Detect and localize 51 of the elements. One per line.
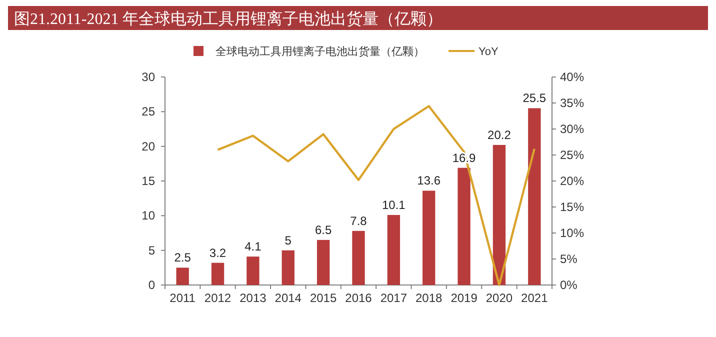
y2-tick-label: 0% bbox=[560, 278, 578, 292]
data-label: 4.1 bbox=[244, 240, 262, 254]
y2-tick-label: 40% bbox=[560, 70, 584, 84]
legend-label: 全球电动工具用锂离子电池出货量（亿颗） bbox=[216, 45, 424, 58]
y2-tick-label: 30% bbox=[560, 122, 584, 136]
y-tick-label: 20 bbox=[142, 139, 156, 154]
data-label: 25.5 bbox=[522, 91, 546, 106]
data-label: 5 bbox=[284, 233, 292, 248]
bar bbox=[316, 240, 330, 285]
y2-tick-label: 25% bbox=[560, 148, 584, 162]
data-label: 7.8 bbox=[350, 214, 368, 228]
y-tick-label: 10 bbox=[142, 208, 156, 223]
bar bbox=[176, 268, 189, 285]
bar bbox=[528, 108, 541, 285]
y2-tick-label: 20% bbox=[560, 174, 584, 188]
y-tick-label: 0 bbox=[148, 278, 156, 292]
y-tick-label: 15 bbox=[142, 174, 156, 188]
y-tick-label: 5 bbox=[148, 243, 156, 258]
bar bbox=[387, 214, 400, 285]
legend-label: YoY bbox=[478, 46, 499, 58]
bar bbox=[211, 262, 224, 285]
bar bbox=[422, 190, 436, 285]
data-label: 3.2 bbox=[209, 246, 226, 260]
bar bbox=[458, 168, 470, 285]
x-tick-label: 2017 bbox=[380, 291, 408, 305]
x-tick-label: 2020 bbox=[486, 291, 513, 305]
chart-title: 图21.2011-2021 年全球电动工具用锂离子电池出货量（亿颗） bbox=[14, 10, 443, 28]
x-tick-label: 2019 bbox=[450, 291, 478, 305]
x-tick-label: 2016 bbox=[345, 291, 372, 305]
y2-tick-label: 5% bbox=[560, 252, 578, 266]
data-label: 2.5 bbox=[174, 250, 192, 265]
x-tick-label: 2013 bbox=[240, 291, 267, 305]
bar bbox=[352, 230, 365, 285]
bar bbox=[492, 144, 506, 285]
x-tick-label: 2011 bbox=[170, 291, 196, 305]
data-label: 13.6 bbox=[417, 174, 441, 188]
x-tick-label: 2018 bbox=[416, 291, 443, 305]
x-tick-label: 2021 bbox=[521, 291, 548, 305]
data-label: 10.1 bbox=[382, 198, 406, 212]
data-label: 6.5 bbox=[314, 222, 332, 237]
y2-tick-label: 35% bbox=[560, 96, 584, 110]
y-tick-label: 25 bbox=[142, 104, 156, 119]
x-tick-label: 2015 bbox=[310, 291, 337, 305]
bar bbox=[282, 250, 294, 285]
y-tick-label: 30 bbox=[142, 70, 156, 84]
y2-tick-label: 10% bbox=[560, 226, 584, 240]
x-tick-label: 2014 bbox=[274, 291, 302, 305]
data-label: 20.2 bbox=[488, 128, 512, 142]
bar bbox=[246, 256, 260, 285]
y2-tick-label: 15% bbox=[560, 200, 584, 214]
x-tick-label: 2012 bbox=[204, 291, 232, 305]
